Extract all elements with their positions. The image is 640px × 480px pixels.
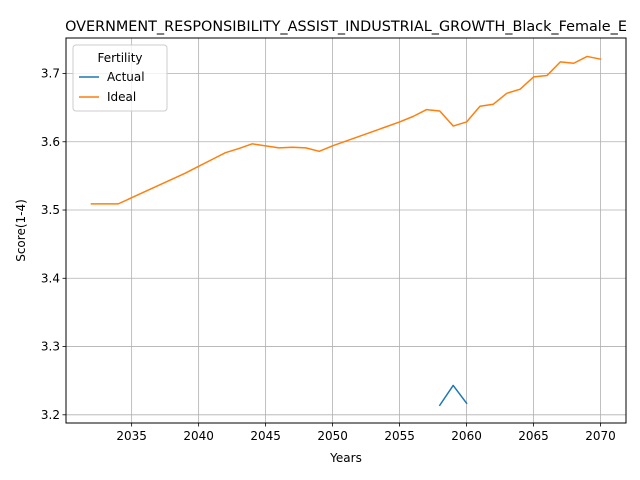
- series-line-actual: [438, 384, 468, 407]
- axis-ticks: 2035 2040 2045 2050 2055 2060 2065 2070 3.2 3.3 3.…: [41, 66, 616, 443]
- x-axis-label: Years: [329, 451, 362, 465]
- x-tick-label: 2065: [518, 429, 549, 443]
- grid: [66, 38, 626, 423]
- y-tick-label: 3.3: [41, 340, 60, 354]
- x-tick-label: 2055: [384, 429, 415, 443]
- chart-title: OVERNMENT_RESPONSIBILITY_ASSIST_INDUSTRI…: [65, 19, 627, 35]
- x-tick-label: 2045: [250, 429, 281, 443]
- x-tick-label: 2060: [451, 429, 482, 443]
- plot-frame: [65, 37, 627, 424]
- y-tick-label: 3.5: [41, 203, 60, 217]
- legend-entries: Actual Ideal: [79, 70, 145, 104]
- legend-label-ideal: Ideal: [107, 90, 136, 104]
- series-line-ideal: [90, 55, 602, 205]
- x-tick-label: 2040: [183, 429, 214, 443]
- legend-box: [72, 44, 168, 112]
- legend: Fertility Actual Ideal: [72, 44, 168, 112]
- x-tick-label: 2070: [585, 429, 616, 443]
- y-axis-label: Score(1-4): [14, 199, 28, 262]
- y-tick-label: 3.2: [41, 408, 60, 422]
- y-tick-label: 3.6: [41, 135, 60, 149]
- legend-title: Fertility: [97, 51, 142, 65]
- y-tick-label: 3.7: [41, 66, 60, 80]
- series-lines: [90, 55, 602, 407]
- y-tick-label: 3.4: [41, 271, 60, 285]
- x-tick-label: 2050: [317, 429, 348, 443]
- x-tick-label: 2035: [116, 429, 147, 443]
- legend-label-actual: Actual: [107, 70, 145, 84]
